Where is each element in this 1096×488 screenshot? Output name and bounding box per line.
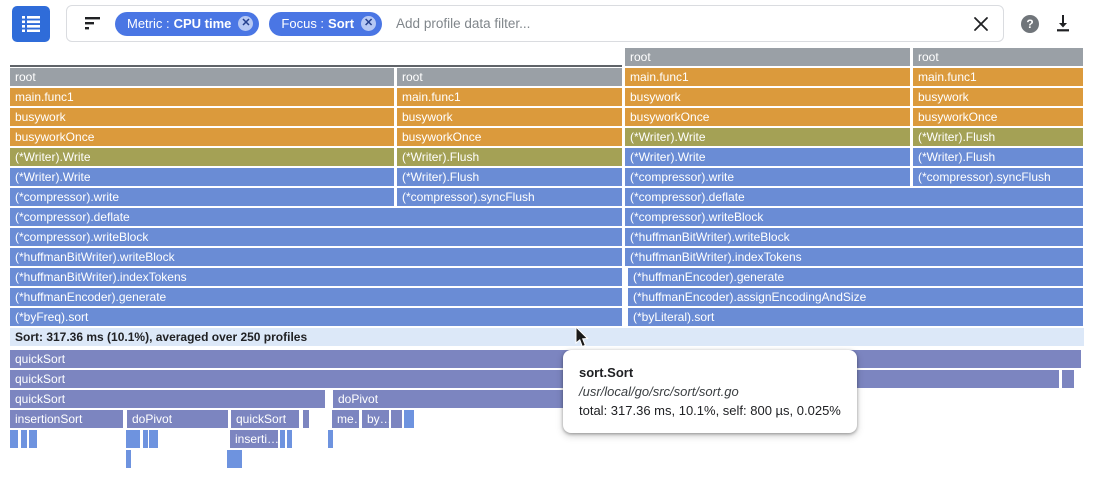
flame-frame[interactable] (391, 410, 402, 428)
flame-frame[interactable]: root (10, 68, 394, 86)
flame-frame[interactable]: busywork (913, 88, 1083, 106)
chip-metric[interactable]: Metric : CPU time ✕ (115, 11, 260, 36)
flame-frame[interactable]: quickSort (10, 350, 1081, 368)
flame-frame[interactable] (404, 410, 409, 428)
flame-frame[interactable] (232, 450, 237, 468)
flame-frame[interactable] (29, 430, 37, 448)
flame-frame[interactable]: main.func1 (913, 68, 1083, 86)
flame-frame[interactable] (10, 430, 18, 448)
flame-frame[interactable]: (*huffmanEncoder).assignEncodingAndSize (628, 288, 1083, 306)
flame-frame[interactable]: (*Writer).Flush (397, 168, 622, 186)
profile-filter-bar: Metric : CPU time ✕ Focus : Sort ✕ (66, 5, 1004, 42)
flame-frame[interactable]: (*Writer).Flush (397, 148, 622, 166)
flame-frame[interactable]: (*huffmanEncoder).generate (10, 288, 622, 306)
flame-frame[interactable]: busyworkOnce (625, 108, 910, 126)
download-icon[interactable] (1053, 13, 1073, 33)
tree-top-edge (10, 65, 622, 67)
flame-frame[interactable]: (*compressor).deflate (10, 208, 622, 226)
flame-frame[interactable]: root (397, 68, 622, 86)
frame-tooltip: sort.Sort /usr/local/go/src/sort/sort.go… (563, 350, 857, 433)
flame-frame[interactable]: busywork (397, 108, 622, 126)
flame-frame[interactable]: (*compressor).writeBlock (625, 208, 1083, 226)
chip-focus-prefix: Focus : (281, 16, 325, 31)
flame-frame[interactable] (1062, 370, 1074, 388)
flame-frame[interactable] (126, 430, 140, 448)
flame-frame[interactable] (227, 450, 232, 468)
flame-frame[interactable] (303, 410, 309, 428)
chip-metric-prefix: Metric : (127, 16, 170, 31)
flame-frame[interactable]: by… (362, 410, 389, 428)
flame-frame[interactable]: root (913, 48, 1083, 66)
filter-chips: Metric : CPU time ✕ Focus : Sort ✕ (115, 11, 383, 36)
view-list-button[interactable] (12, 6, 50, 42)
flame-frame[interactable] (149, 430, 158, 448)
flame-frame[interactable]: (*huffmanBitWriter).writeBlock (10, 248, 622, 266)
flame-frame[interactable] (126, 450, 131, 468)
chip-focus[interactable]: Focus : Sort ✕ (269, 11, 383, 36)
flame-frame[interactable]: doPivot (127, 410, 228, 428)
flame-frame[interactable]: (*Writer).Write (625, 148, 910, 166)
flame-frame[interactable]: busyworkOnce (10, 128, 394, 146)
flame-frame[interactable]: (*huffmanBitWriter).writeBlock (625, 228, 1083, 246)
flame-frame[interactable]: (*compressor).writeBlock (10, 228, 622, 246)
flame-frame[interactable]: me… (332, 410, 359, 428)
flame-frame[interactable]: (*Writer).Write (10, 168, 394, 186)
flame-frame[interactable]: (*huffmanEncoder).generate (628, 268, 1083, 286)
flame-frame[interactable]: root (625, 48, 910, 66)
chip-metric-value: CPU time (173, 16, 232, 31)
chip-focus-value: Sort (328, 16, 355, 31)
flame-frame[interactable]: busywork (625, 88, 910, 106)
flame-frame[interactable]: (*byLiteral).sort (628, 308, 1083, 326)
chip-metric-remove-icon[interactable]: ✕ (238, 16, 254, 31)
list-icon (22, 16, 40, 32)
flame-frame[interactable] (280, 430, 285, 448)
filter-list-icon[interactable] (85, 17, 101, 30)
flame-frame[interactable]: quickSort (10, 390, 325, 408)
tooltip-source-file: /usr/local/go/src/sort/sort.go (579, 384, 739, 399)
flame-frame[interactable] (328, 430, 333, 448)
flame-frame[interactable]: quickSort (10, 370, 1059, 388)
flame-frame[interactable]: (*Writer).Flush (913, 148, 1083, 166)
flame-frame[interactable]: main.func1 (10, 88, 394, 106)
flame-frame[interactable] (287, 430, 292, 448)
flame-frame[interactable]: inserti… (230, 430, 278, 448)
flame-frame[interactable]: (*compressor).syncFlush (397, 188, 622, 206)
toolbar: Metric : CPU time ✕ Focus : Sort ✕ ? (0, 0, 1096, 48)
focus-frame[interactable]: Sort: 317.36 ms (10.1%), averaged over 2… (10, 328, 1084, 346)
chip-focus-remove-icon[interactable]: ✕ (361, 16, 377, 31)
flame-frame[interactable]: busyworkOnce (397, 128, 622, 146)
help-button[interactable]: ? (1021, 15, 1039, 33)
flame-frame[interactable]: (*Writer).Write (10, 148, 394, 166)
flame-frame[interactable]: main.func1 (625, 68, 910, 86)
flame-frame[interactable]: quickSort (231, 410, 299, 428)
flame-frame[interactable] (21, 430, 27, 448)
flame-frame[interactable]: (*Writer).Flush (913, 128, 1083, 146)
flame-frame[interactable]: (*compressor).write (10, 188, 394, 206)
flame-frame[interactable]: (*huffmanBitWriter).indexTokens (10, 268, 622, 286)
flame-frame[interactable]: (*byFreq).sort (10, 308, 622, 326)
tooltip-function-name: sort.Sort (579, 365, 634, 380)
flame-frame[interactable]: (*Writer).Write (625, 128, 910, 146)
flame-frame[interactable]: (*huffmanBitWriter).indexTokens (625, 248, 1083, 266)
flame-frame[interactable]: insertionSort (10, 410, 123, 428)
flame-frame[interactable]: (*compressor).write (625, 168, 910, 186)
flame-frame[interactable]: (*compressor).deflate (625, 188, 1083, 206)
flame-frame[interactable]: main.func1 (397, 88, 622, 106)
flame-frame[interactable] (409, 410, 414, 428)
flame-frame[interactable]: busyworkOnce (913, 108, 1083, 126)
flame-frame[interactable]: busywork (10, 108, 394, 126)
tooltip-stats: total: 317.36 ms, 10.1%, self: 800 µs, 0… (579, 403, 841, 418)
clear-filters-icon[interactable] (973, 16, 989, 32)
flame-frame[interactable]: (*compressor).syncFlush (913, 168, 1083, 186)
flame-frame[interactable] (143, 430, 148, 448)
flame-frame[interactable] (237, 450, 242, 468)
filter-input[interactable] (394, 15, 973, 32)
